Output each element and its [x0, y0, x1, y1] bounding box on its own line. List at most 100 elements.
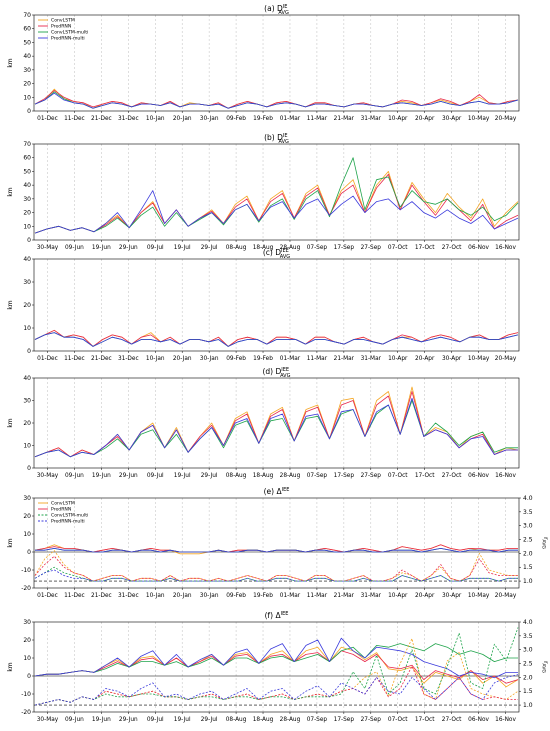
- x-tick-label: 29-Jul: [201, 473, 218, 479]
- y-right-tick-label: 1.0: [523, 702, 533, 709]
- series-line-convlstm: [34, 88, 519, 109]
- y-tick-label: 20: [23, 81, 31, 88]
- x-tick-label: 07-Sep: [307, 245, 328, 251]
- x-tick-label: 28-Aug: [280, 717, 301, 723]
- series-line-predrnn: [34, 329, 519, 347]
- series-line-predrnn-multi: [34, 332, 519, 347]
- x-tick-label: 30-Jan: [200, 593, 219, 599]
- y-right-tick-label: 1.0: [523, 578, 533, 585]
- series-line-convlstm: [34, 170, 519, 234]
- x-tick-label: 27-Oct: [442, 717, 462, 723]
- y-tick-label: 30: [23, 279, 31, 286]
- x-tick-label: 19-Feb: [253, 593, 273, 599]
- x-tick-label: 07-Sep: [307, 717, 328, 723]
- x-tick-label: 08-Aug: [226, 473, 247, 479]
- x-tick-label: 09-Jul: [147, 473, 164, 479]
- plot-frame: [33, 621, 520, 713]
- x-tick-label: 20-May: [495, 593, 517, 599]
- x-tick-label: 30-Jan: [200, 356, 219, 362]
- y-right-tick-label: 2.0: [523, 550, 533, 557]
- x-tick-label: 27-Sep: [361, 717, 382, 723]
- series-line-predrnn-multi: [34, 397, 518, 458]
- plot-frame: [33, 497, 520, 589]
- series-line-predrnn: [34, 391, 518, 458]
- y-tick-label: 30: [23, 619, 31, 626]
- x-tick-label: 17-Sep: [334, 717, 355, 723]
- y-tick-label: 10: [23, 223, 31, 230]
- x-tick-label: 20-Jan: [173, 593, 192, 599]
- y-tick-label: -20: [21, 709, 31, 716]
- legend-entry: PredRNN: [51, 24, 71, 30]
- x-tick-label: 09-Jun: [65, 473, 84, 479]
- x-tick-label: 20-May: [495, 116, 517, 122]
- series-line-predrnn-multi: [34, 637, 518, 679]
- title-main: (d) D: [263, 367, 282, 376]
- x-tick-label: 01-Dec: [37, 593, 58, 599]
- legend-entry: PredRNN-multi: [51, 36, 85, 42]
- x-tick-label: 01-Mar: [280, 356, 301, 362]
- y-axis-label: km: [7, 187, 14, 196]
- x-tick-label: 28-Aug: [280, 473, 301, 479]
- y-axis-label: km: [7, 662, 14, 671]
- title-sup: IEE: [281, 611, 289, 617]
- x-tick-label: 19-Jun: [92, 473, 111, 479]
- y-tick-label: 10: [23, 655, 31, 662]
- panel-e: (e) ΔIEE -20 -10 0 10 20 30 km 01-Dec 11-Dec 21-De…: [7, 487, 549, 599]
- y-tick-label: 50: [23, 39, 31, 46]
- y-right-tick-label: 2.5: [523, 661, 533, 668]
- y-right-tick-label: 1.5: [523, 564, 533, 571]
- y-tick-label: 40: [23, 182, 31, 189]
- y-axis-label: km: [7, 538, 14, 547]
- y-tick-label: 50: [23, 168, 31, 175]
- x-tick-label: 10-Apr: [388, 356, 408, 362]
- panel-c: (c) DIEE AVG 0 10 20 30 40 km 01-Dec 11-Dec 21-Dec…: [7, 248, 520, 362]
- title-main: (a) D: [264, 4, 283, 13]
- x-tick-label: 19-Feb: [253, 116, 273, 122]
- y-tick-label: 30: [23, 196, 31, 203]
- y-right-tick-label: 3.0: [523, 647, 533, 654]
- x-tick-label: 30-Apr: [442, 116, 462, 122]
- x-tick-label: 18-Aug: [253, 717, 274, 723]
- title-main: (e) Δ: [264, 487, 283, 496]
- x-tick-label: 10-May: [468, 593, 490, 599]
- panel-f: (f) ΔIEE -20 -10 0 10 20 30 km 30-May 09-Jun 19-Ju…: [7, 611, 549, 723]
- panel-title: (f) ΔIEE: [265, 611, 289, 620]
- y-right-tick-label: 3.0: [523, 523, 533, 530]
- y-tick-label: 20: [23, 210, 31, 217]
- y-tick-label: 40: [23, 53, 31, 60]
- x-tick-label: 16-Nov: [495, 245, 516, 251]
- x-tick-label: 11-Dec: [64, 593, 85, 599]
- y-axis-label: km: [7, 58, 14, 67]
- y-tick-label: 10: [23, 325, 31, 332]
- x-tick-label: 07-Oct: [388, 245, 408, 251]
- y-tick-label: 0: [27, 108, 31, 115]
- y-right-tick-label: 3.5: [523, 633, 533, 640]
- x-tick-label: 29-Jun: [119, 473, 138, 479]
- x-tick-label: 17-Oct: [415, 717, 435, 723]
- x-tick-label: 18-Aug: [253, 473, 274, 479]
- series-line-predrnn: [34, 650, 519, 684]
- x-tick-label: 06-Nov: [468, 245, 489, 251]
- x-tick-label: 20-Jan: [173, 116, 192, 122]
- x-tick-label: 20-Jan: [173, 356, 192, 362]
- series-line-predrnn: [34, 173, 519, 234]
- panel-title: (a) DIE AVG: [264, 4, 289, 16]
- x-tick-label: 07-Oct: [388, 717, 408, 723]
- y-tick-label: 60: [23, 155, 31, 162]
- y-tick-label: 10: [23, 443, 31, 450]
- x-tick-label: 29-Jun: [119, 245, 138, 251]
- title-main: (c) D: [263, 248, 281, 257]
- y-tick-label: 70: [23, 141, 31, 148]
- x-tick-label: 18-Aug: [253, 245, 274, 251]
- title-sub: AVG: [278, 10, 289, 16]
- x-tick-label: 31-Mar: [361, 356, 382, 362]
- series-line-convlstm-multi: [34, 400, 518, 458]
- y-tick-label: 10: [23, 94, 31, 101]
- x-tick-label: 21-Dec: [91, 116, 112, 122]
- x-tick-label: 10-Jan: [146, 593, 165, 599]
- y-tick-label: 30: [23, 67, 31, 74]
- x-tick-label: 11-Mar: [307, 356, 328, 362]
- y-right-tick-label: 4.0: [523, 619, 533, 626]
- y-right-axis-label: rAVG: [541, 661, 550, 673]
- x-tick-label: 21-Mar: [334, 356, 355, 362]
